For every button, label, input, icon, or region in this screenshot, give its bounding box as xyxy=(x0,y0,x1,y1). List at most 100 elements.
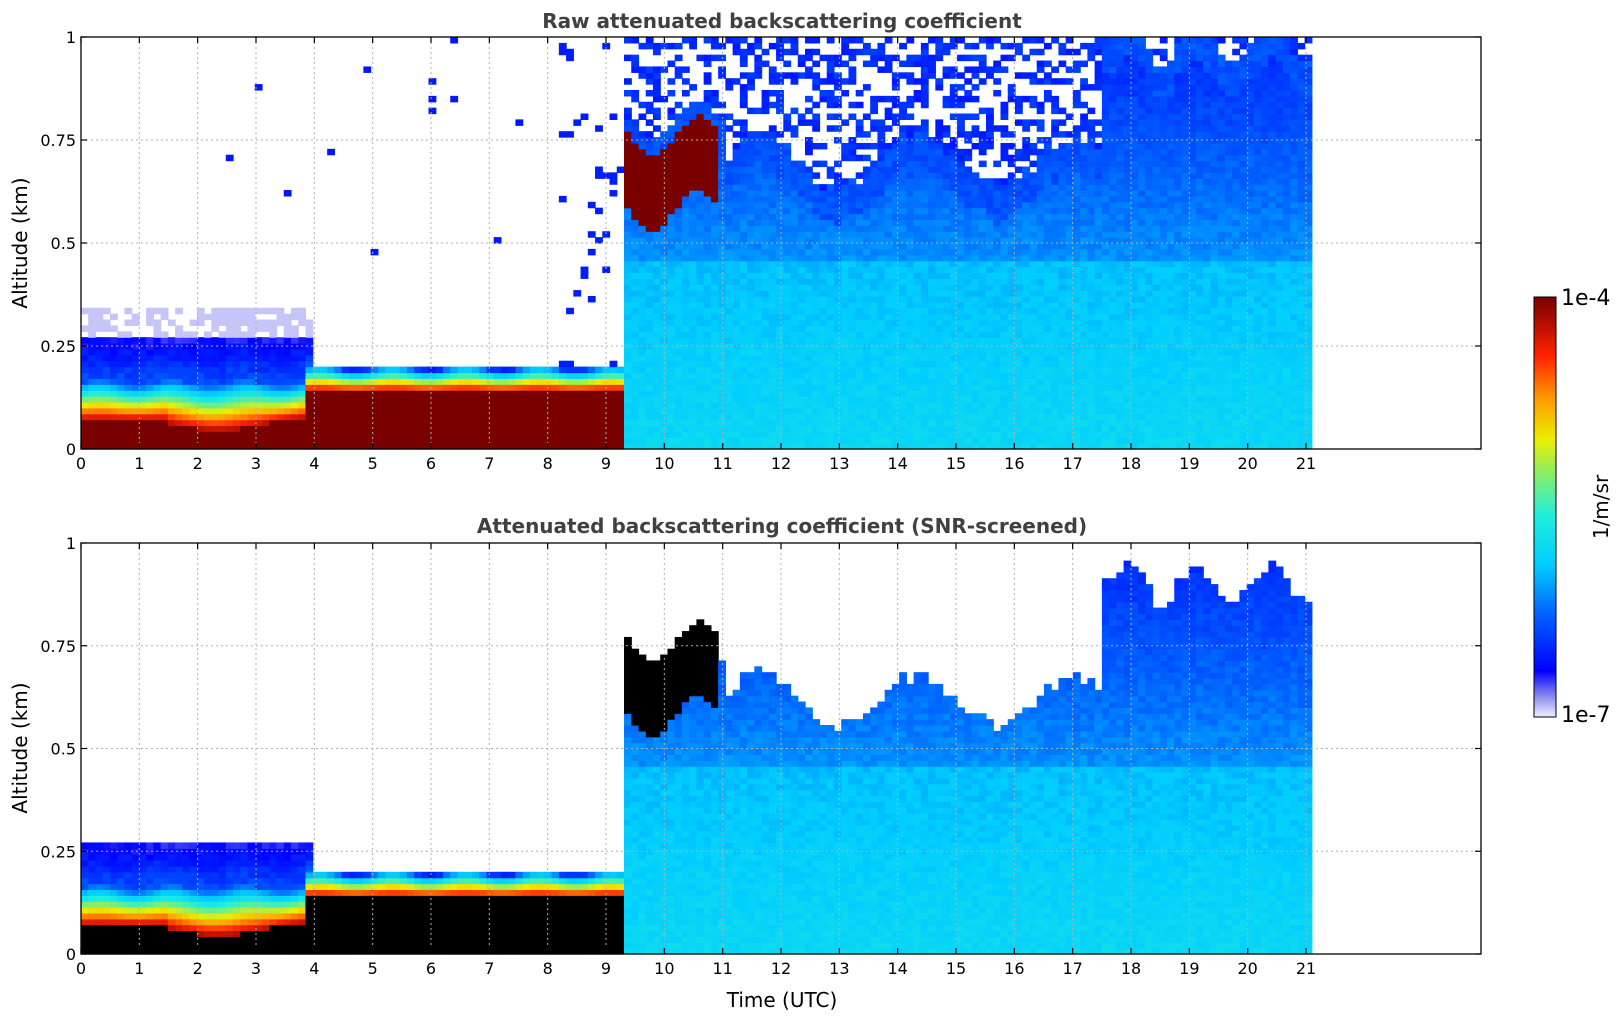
heatmap-cell xyxy=(971,72,980,79)
heatmap-cell xyxy=(913,184,922,191)
heatmap-cell xyxy=(537,437,545,444)
heatmap-cell xyxy=(1051,307,1060,315)
heatmap-cell xyxy=(957,254,965,262)
heatmap-cell xyxy=(797,248,806,256)
heatmap-cell xyxy=(754,184,763,191)
heatmap-cell xyxy=(710,254,719,262)
heatmap-cell xyxy=(262,419,270,427)
heatmap-cell xyxy=(428,78,437,85)
heatmap-cell xyxy=(768,237,777,244)
heatmap-cell xyxy=(660,95,669,103)
heatmap-cell xyxy=(689,372,698,379)
heatmap-cell xyxy=(88,384,97,391)
heatmap-cell xyxy=(269,325,278,332)
heatmap-cell xyxy=(761,378,770,385)
heatmap-cell xyxy=(703,337,712,344)
heatmap-cell xyxy=(189,354,198,362)
heatmap-cell xyxy=(747,401,755,409)
heatmap-cell xyxy=(978,348,987,356)
heatmap-cell xyxy=(776,254,784,262)
heatmap-cell xyxy=(652,237,661,244)
heatmap-cell xyxy=(1000,313,1009,321)
heatmap-cell xyxy=(993,366,1002,374)
heatmap-cell xyxy=(964,137,973,144)
heatmap-cell xyxy=(776,343,784,350)
heatmap-cell xyxy=(1029,413,1038,421)
heatmap-cell xyxy=(305,425,314,432)
heatmap-cell xyxy=(710,360,719,368)
heatmap-cell xyxy=(993,248,1002,256)
heatmap-cell xyxy=(175,372,183,379)
heatmap-cell xyxy=(855,248,864,256)
heatmap-cell xyxy=(942,201,951,209)
heatmap-cell xyxy=(182,396,191,403)
heatmap-cell xyxy=(739,343,748,350)
heatmap-cell xyxy=(81,401,89,409)
heatmap-cell xyxy=(262,337,270,344)
heatmap-cell xyxy=(262,372,270,379)
heatmap-cell xyxy=(855,331,864,338)
heatmap-cell xyxy=(689,107,698,115)
heatmap-cell xyxy=(761,337,770,344)
heatmap-cell xyxy=(616,396,625,403)
heatmap-cell xyxy=(993,384,1002,391)
heatmap-cell xyxy=(776,396,784,403)
heatmap-cell xyxy=(920,125,929,132)
heatmap-cell xyxy=(833,243,842,250)
heatmap-cell xyxy=(797,390,806,397)
heatmap-cell xyxy=(624,231,632,238)
heatmap-cell xyxy=(160,337,169,344)
heatmap-cell xyxy=(826,366,835,374)
heatmap-cell xyxy=(783,313,792,321)
heatmap-cell xyxy=(652,260,661,268)
heatmap-cell xyxy=(1000,390,1009,397)
heatmap-cell xyxy=(305,319,314,326)
heatmap-cell xyxy=(1000,42,1009,50)
heatmap-cell xyxy=(877,154,886,162)
heatmap-cell xyxy=(175,437,183,444)
heatmap-cell xyxy=(138,413,147,421)
heatmap-cell xyxy=(146,378,154,385)
heatmap-cell xyxy=(964,325,973,332)
heatmap-cell xyxy=(935,237,944,244)
heatmap-cell xyxy=(1051,301,1060,309)
heatmap-cell xyxy=(928,178,936,185)
heatmap-cell xyxy=(681,213,690,221)
heatmap-cell xyxy=(674,260,683,268)
heatmap-cell xyxy=(754,425,763,432)
heatmap-cell xyxy=(211,313,220,321)
heatmap-cell xyxy=(544,419,553,427)
heatmap-cell xyxy=(616,431,625,438)
heatmap-cell xyxy=(269,378,278,385)
heatmap-cell xyxy=(949,184,958,191)
heatmap-cell xyxy=(855,378,864,385)
heatmap-cell xyxy=(826,372,835,379)
heatmap-cell xyxy=(993,260,1002,268)
heatmap-cell xyxy=(870,248,879,256)
heatmap-cell xyxy=(573,431,582,438)
heatmap-cell xyxy=(725,366,734,374)
heatmap-cell xyxy=(855,372,864,379)
heatmap-cell xyxy=(631,119,640,126)
heatmap-cell xyxy=(638,413,647,421)
heatmap-cell xyxy=(652,337,661,344)
heatmap-cell xyxy=(1029,419,1038,427)
heatmap-cell xyxy=(247,396,256,403)
heatmap-cell xyxy=(334,437,343,444)
heatmap-cell xyxy=(703,390,712,397)
heatmap-cell xyxy=(595,125,603,132)
heatmap-cell xyxy=(385,437,393,444)
heatmap-cell xyxy=(826,248,835,256)
heatmap-cell xyxy=(855,360,864,368)
heatmap-cell xyxy=(537,419,545,427)
heatmap-cell xyxy=(1058,78,1067,85)
heatmap-cell xyxy=(739,137,748,144)
heatmap-cell xyxy=(689,290,698,297)
heatmap-cell xyxy=(1043,413,1052,421)
heatmap-cell xyxy=(566,372,574,379)
heatmap-cell xyxy=(298,366,307,374)
heatmap-cell xyxy=(334,443,343,450)
heatmap-cell xyxy=(805,48,813,56)
heatmap-cell xyxy=(681,107,690,115)
heatmap-cell xyxy=(841,413,850,421)
